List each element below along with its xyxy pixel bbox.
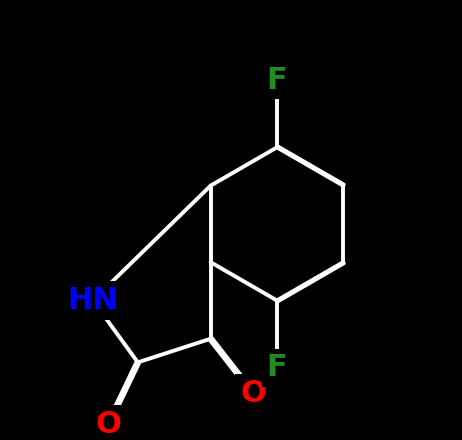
Text: O: O <box>240 378 266 407</box>
Text: O: O <box>95 410 121 439</box>
Text: HN: HN <box>67 286 118 315</box>
Text: F: F <box>267 66 287 95</box>
Text: F: F <box>267 353 287 382</box>
